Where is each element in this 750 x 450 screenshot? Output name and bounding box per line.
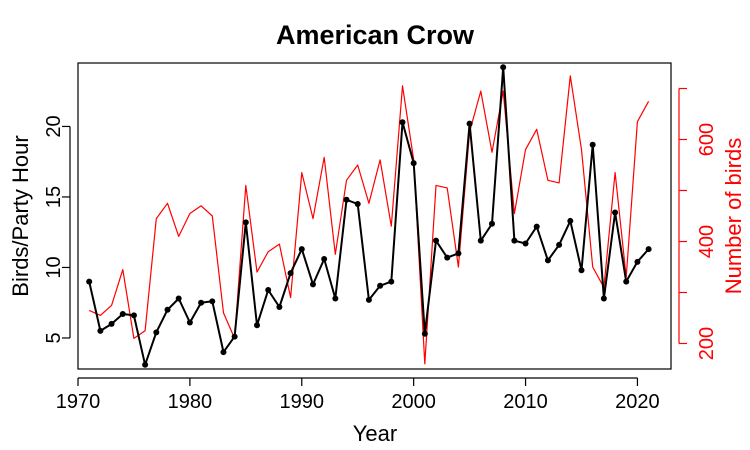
series-line-birds-per-party-hour (88, 66, 650, 366)
x-tick-label: 1990 (280, 391, 325, 413)
data-point (321, 256, 328, 263)
data-point (399, 119, 406, 126)
x-tick-label: 2010 (503, 391, 548, 413)
data-point (600, 295, 607, 302)
x-tick-label: 1980 (168, 391, 213, 413)
data-point (365, 296, 372, 303)
y2-tick-label: 200 (696, 327, 718, 360)
data-point (86, 278, 93, 285)
y2-axis-label: Number of birds (721, 138, 746, 295)
data-point (410, 160, 417, 167)
y-tick-label: 10 (43, 256, 65, 278)
plot-frame (77, 62, 672, 370)
data-point (175, 295, 182, 302)
data-point (477, 237, 484, 244)
y-tick-label: 15 (43, 186, 65, 208)
data-point (97, 327, 104, 334)
y-axis-label: Birds/Party Hour (8, 135, 33, 296)
data-point (220, 349, 227, 356)
data-point (634, 258, 641, 265)
data-point (421, 330, 428, 337)
data-point (309, 281, 316, 288)
data-point (108, 320, 115, 327)
data-point (522, 240, 529, 247)
x-tick-label: 2020 (615, 391, 660, 413)
data-point (231, 333, 238, 340)
data-point (589, 141, 596, 148)
data-point (164, 306, 171, 313)
data-point (298, 246, 305, 253)
x-tick-label: 2000 (391, 391, 436, 413)
y-tick-label: 20 (43, 115, 65, 137)
data-point (153, 329, 160, 336)
data-point (343, 196, 350, 203)
data-point (578, 267, 585, 274)
series-birds-per-party-hour (86, 64, 652, 368)
y-axis-right: 200 400 600 (678, 87, 718, 360)
data-point (623, 278, 630, 285)
data-point (354, 201, 361, 208)
series-number-of-birds (88, 75, 650, 365)
data-point (332, 295, 339, 302)
data-point (119, 311, 126, 318)
data-point (567, 217, 574, 224)
data-point (488, 220, 495, 227)
y2-tick-label: 400 (696, 225, 718, 258)
data-point (287, 270, 294, 277)
data-point (242, 219, 249, 226)
data-point (276, 303, 283, 310)
series-line-number-of-birds (88, 75, 650, 365)
x-tick-label: 1970 (56, 391, 101, 413)
data-point (377, 282, 384, 289)
data-point (198, 299, 205, 306)
data-point (254, 322, 261, 329)
x-axis-label: Year (353, 421, 397, 446)
data-point (388, 278, 395, 285)
data-point (444, 254, 451, 261)
data-point (209, 298, 216, 305)
data-point (455, 250, 462, 257)
data-point (265, 287, 272, 294)
chart-title: American Crow (276, 20, 475, 50)
data-point (612, 209, 619, 216)
data-point (533, 223, 540, 230)
data-point (511, 237, 518, 244)
data-point (186, 319, 193, 326)
data-point (556, 241, 563, 248)
y2-tick-label: 600 (696, 123, 718, 156)
data-point (500, 64, 507, 71)
y-axis-left: 5 10 15 20 (43, 115, 71, 344)
x-axis: 1970 1980 1990 2000 2010 2020 (56, 377, 660, 413)
data-point (433, 237, 440, 244)
data-point (544, 257, 551, 264)
y-tick-label: 5 (43, 332, 65, 343)
data-point (142, 361, 149, 368)
data-point (645, 246, 652, 253)
data-point (130, 312, 137, 319)
data-point (466, 120, 473, 127)
